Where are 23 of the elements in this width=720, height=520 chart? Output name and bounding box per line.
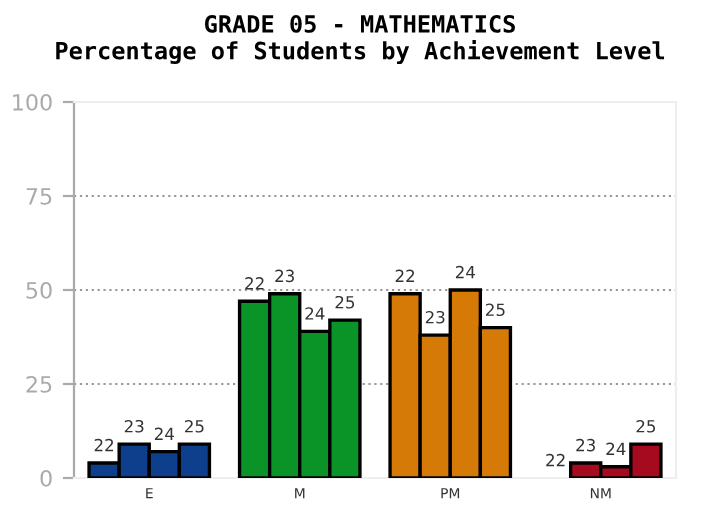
chart-subtitle: Percentage of Students by Achievement Level bbox=[56, 39, 665, 65]
y-tick-label: 25 bbox=[26, 375, 52, 393]
text: 23 bbox=[275, 269, 294, 283]
text: 23 bbox=[425, 310, 445, 324]
text: 24 bbox=[606, 442, 626, 455]
y-tick-label: 50 bbox=[26, 281, 52, 299]
text: 24 bbox=[455, 265, 475, 279]
y-tick-label: 100 bbox=[13, 93, 52, 111]
text: 24 bbox=[305, 307, 325, 320]
series-label: 25 bbox=[185, 419, 204, 433]
text: 23 bbox=[576, 438, 595, 452]
text: 25 bbox=[335, 295, 355, 309]
y-tick-label: 0 bbox=[40, 469, 52, 487]
text: 22 bbox=[395, 269, 415, 282]
text: 22 bbox=[546, 453, 565, 467]
y-tick-label: 75 bbox=[26, 188, 52, 205]
text: 22 bbox=[245, 277, 264, 290]
series-label: 24 bbox=[154, 427, 174, 440]
series-label: 23 bbox=[124, 419, 144, 433]
series-label: 22 bbox=[94, 438, 114, 452]
chart-title: GRADE 05 - MATHEMATICS bbox=[204, 14, 515, 33]
text: 25 bbox=[636, 419, 656, 433]
text: 25 bbox=[486, 303, 505, 317]
